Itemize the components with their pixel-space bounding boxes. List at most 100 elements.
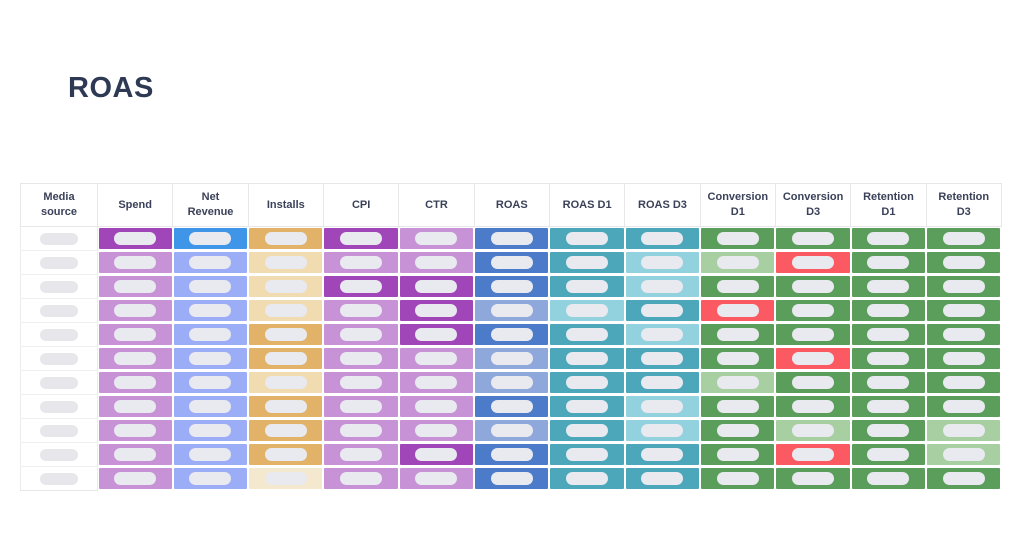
redacted-value-pill bbox=[641, 304, 684, 317]
heatmap-cell-block bbox=[99, 324, 172, 345]
redacted-value-pill bbox=[264, 472, 307, 485]
heatmap-cell-block bbox=[776, 468, 850, 489]
heatmap-cell-block bbox=[475, 252, 549, 273]
heatmap-cell-block bbox=[99, 444, 172, 465]
heatmap-cell-block bbox=[776, 372, 850, 393]
redacted-value-pill bbox=[566, 400, 609, 413]
cell-conversion-d1 bbox=[700, 250, 776, 275]
media-source-cell-block bbox=[22, 300, 96, 321]
cell-retention-d3 bbox=[926, 370, 1002, 395]
redacted-value-pill bbox=[641, 256, 684, 269]
redacted-value-pill bbox=[189, 328, 232, 341]
heatmap-cell-block bbox=[173, 228, 248, 250]
redacted-value-pill bbox=[641, 448, 684, 461]
redacted-value-pill bbox=[40, 328, 78, 341]
heatmap-cell-block bbox=[173, 252, 248, 273]
heatmap-cell-block bbox=[701, 276, 775, 297]
column-header-installs: Installs bbox=[247, 183, 324, 227]
media-source-cell-block bbox=[22, 444, 96, 465]
cell-retention-d1 bbox=[850, 370, 927, 395]
page-title: ROAS bbox=[68, 72, 154, 104]
table-row bbox=[20, 298, 1002, 323]
redacted-value-pill bbox=[942, 232, 985, 246]
cell-roas bbox=[474, 274, 550, 299]
heatmap-cell-block bbox=[475, 372, 549, 393]
heatmap-cell-block bbox=[475, 396, 549, 417]
cell-conversion-d1 bbox=[700, 370, 776, 395]
redacted-value-pill bbox=[716, 352, 759, 365]
redacted-value-pill bbox=[792, 256, 835, 269]
redacted-value-pill bbox=[114, 472, 157, 485]
cell-cpi bbox=[323, 442, 399, 467]
heatmap-cell-block bbox=[927, 420, 1001, 441]
heatmap-cell-block bbox=[625, 444, 700, 465]
heatmap-cell-block bbox=[625, 300, 700, 321]
heatmap-cell-block bbox=[99, 348, 172, 369]
cell-roas-d3 bbox=[624, 370, 701, 395]
cell-installs bbox=[248, 274, 324, 299]
cell-spend bbox=[97, 466, 173, 491]
redacted-value-pill bbox=[340, 256, 383, 269]
heatmap-cell-block bbox=[550, 444, 624, 465]
heatmap-cell-block bbox=[701, 372, 775, 393]
redacted-value-pill bbox=[415, 328, 458, 341]
cell-retention-d1 bbox=[850, 466, 927, 491]
cell-conversion-d1 bbox=[700, 322, 776, 347]
cell-conversion-d1 bbox=[700, 298, 776, 323]
heatmap-cell-block bbox=[927, 300, 1001, 321]
cell-conversion-d1 bbox=[700, 274, 776, 299]
redacted-value-pill bbox=[566, 376, 609, 389]
cell-roas bbox=[474, 370, 550, 395]
redacted-value-pill bbox=[189, 304, 232, 317]
cell-roas-d3 bbox=[624, 226, 701, 251]
redacted-value-pill bbox=[415, 448, 458, 461]
heatmap-cell-block bbox=[324, 396, 398, 417]
heatmap-cell-block bbox=[625, 324, 700, 345]
redacted-value-pill bbox=[114, 232, 157, 246]
heatmap-cell-block bbox=[927, 468, 1001, 489]
heatmap-cell-block bbox=[399, 420, 474, 441]
cell-conversion-d3 bbox=[775, 370, 851, 395]
cell-spend bbox=[97, 250, 173, 275]
table-row bbox=[20, 226, 1002, 251]
redacted-value-pill bbox=[189, 424, 232, 437]
column-header-retention-d1: Retention D1 bbox=[850, 183, 927, 227]
redacted-value-pill bbox=[40, 400, 78, 413]
cell-retention-d1 bbox=[850, 250, 927, 275]
redacted-value-pill bbox=[867, 232, 910, 246]
heatmap-cell-block bbox=[99, 396, 172, 417]
redacted-value-pill bbox=[264, 400, 307, 413]
redacted-value-pill bbox=[942, 328, 985, 341]
cell-retention-d1 bbox=[850, 394, 927, 419]
heatmap-cell-block bbox=[550, 228, 624, 250]
redacted-value-pill bbox=[415, 472, 458, 485]
cell-roas-d1 bbox=[549, 274, 625, 299]
redacted-value-pill bbox=[792, 472, 835, 485]
heatmap-cell-block bbox=[550, 468, 624, 489]
heatmap-cell-block bbox=[399, 348, 474, 369]
redacted-value-pill bbox=[264, 448, 307, 461]
cell-conversion-d3 bbox=[775, 274, 851, 299]
redacted-value-pill bbox=[942, 472, 985, 485]
heatmap-cell-block bbox=[399, 372, 474, 393]
redacted-value-pill bbox=[566, 352, 609, 365]
heatmap-cell-block bbox=[851, 252, 926, 273]
redacted-value-pill bbox=[264, 376, 307, 389]
column-header-roas: ROAS bbox=[473, 183, 550, 227]
cell-roas bbox=[474, 394, 550, 419]
cell-net-revenue bbox=[172, 298, 249, 323]
redacted-value-pill bbox=[40, 280, 78, 293]
heatmap-cell-block bbox=[776, 444, 850, 465]
table-header: Media source Spend Net Revenue Installs CPI C… bbox=[20, 183, 1002, 227]
heatmap-cell-block bbox=[776, 396, 850, 417]
redacted-value-pill bbox=[792, 352, 835, 365]
heatmap-cell-block bbox=[399, 252, 474, 273]
cell-spend bbox=[97, 226, 173, 251]
heatmap-cell-block bbox=[625, 228, 700, 250]
cell-ctr bbox=[398, 346, 475, 371]
cell-installs bbox=[248, 418, 324, 443]
cell-installs bbox=[248, 442, 324, 467]
table-row bbox=[20, 418, 1002, 443]
redacted-value-pill bbox=[40, 448, 78, 461]
redacted-value-pill bbox=[40, 256, 78, 269]
